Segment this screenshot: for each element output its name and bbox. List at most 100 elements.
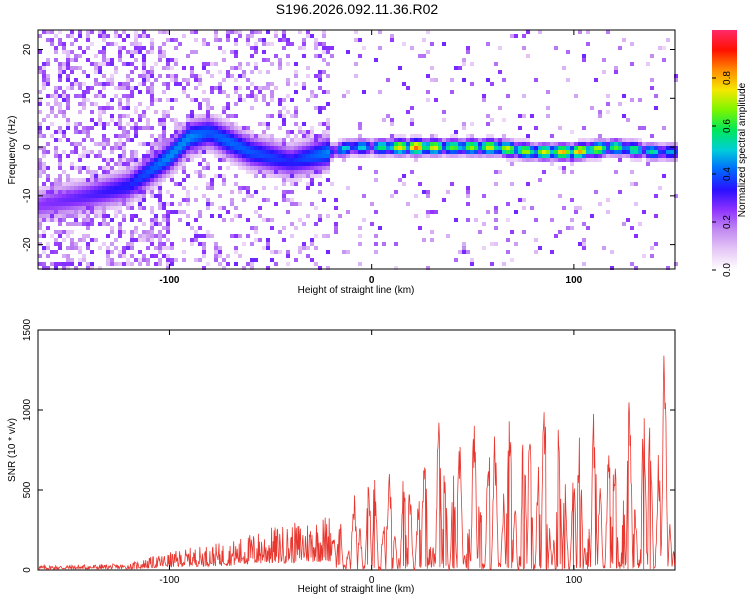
spectrogram-x-label: Height of straight line (km) [298,285,415,296]
spectrogram-cell [94,66,98,70]
spectrogram-cell [266,154,270,158]
spectrogram-cell [138,162,142,166]
spectrogram-cell [58,74,62,78]
spectrogram-cell [46,150,50,154]
spectrogram-cell [510,34,514,38]
spectrogram-cell [122,170,126,174]
spectrogram-cell [90,170,94,174]
spectrogram-cell [606,142,610,146]
spectrogram-cell [82,98,86,102]
spectrogram-cell [314,174,318,178]
spectrogram-cell [630,146,634,150]
spectrogram-cell [106,58,110,62]
spectrogram-cell [162,110,166,114]
spectrogram-cell [638,126,642,130]
spectrogram-cell [278,174,282,178]
spectrogram-cell [86,214,90,218]
spectrogram-cell [534,150,538,154]
spectrogram-cell [78,94,82,98]
spectrogram-cell [194,122,198,126]
snr-y-tick-label: 1000 [22,398,33,421]
spectrogram-cell [158,190,162,194]
spectrogram-cell [138,262,142,266]
spectrogram-cell [658,154,662,158]
spectrogram-cell [418,54,422,58]
spectrogram-cell [58,190,62,194]
spectrogram-cell [586,158,590,162]
spectrogram-cell [158,50,162,54]
spectrogram-cell [262,142,266,146]
spectrogram-cell [562,206,566,210]
spectrogram-cell [58,126,62,130]
spectrogram-cell [130,158,134,162]
spectrogram-cell [494,218,498,222]
spectrogram-cell [270,154,274,158]
spectrogram-cell [650,78,654,82]
spectrogram-cell [118,230,122,234]
spectrogram-cell [430,150,434,154]
spectrogram-cell [474,142,478,146]
spectrogram-cell [42,230,46,234]
spectrogram-cell [550,250,554,254]
spectrogram-cell [422,146,426,150]
spectrogram-cell [494,210,498,214]
spectrogram-cell [294,74,298,78]
spectrogram-cell [130,94,134,98]
spectrogram-cell [138,178,142,182]
spectrogram-cell [278,38,282,42]
spectrogram-cell [650,86,654,90]
spectrogram-cell [390,118,394,122]
spectrogram-cell [142,230,146,234]
spectrogram-cell [134,30,138,34]
spectrogram-cell [134,106,138,110]
spectrogram-cell [94,102,98,106]
spectrogram-cell [38,166,42,170]
spectrogram-cell [130,166,134,170]
spectrogram-cell [630,142,634,146]
spectrogram-cell [162,130,166,134]
spectrogram-cell [382,242,386,246]
spectrogram-cell [138,102,142,106]
spectrogram-cell [206,110,210,114]
spectrogram-cell [150,126,154,130]
spectrogram-cell [38,130,42,134]
spectrogram-cell [194,198,198,202]
spectrogram-cell [490,118,494,122]
spectrogram-cell [394,190,398,194]
spectrogram-cell [294,110,298,114]
spectrogram-cell [290,182,294,186]
spectrogram-cell [202,246,206,250]
spectrogram-cell [198,106,202,110]
spectrogram-cell [54,58,58,62]
spectrogram-cell [142,114,146,118]
spectrogram-cell [146,246,150,250]
spectrogram-cell [326,234,330,238]
spectrogram-cell [266,166,270,170]
spectrogram-cell [126,74,130,78]
spectrogram-cell [306,34,310,38]
spectrogram-cell [342,94,346,98]
spectrogram-cell [446,190,450,194]
spectrogram-cell [242,138,246,142]
spectrogram-cell [626,146,630,150]
spectrogram-cell [150,146,154,150]
spectrogram-cell [558,126,562,130]
spectrogram-cell [302,138,306,142]
spectrogram-cell [406,142,410,146]
spectrogram-cell [294,150,298,154]
spectrogram-cell [570,158,574,162]
spectrogram-cell [194,98,198,102]
spectrogram-cell [202,194,206,198]
spectrogram-cell [262,122,266,126]
spectrogram-cell [98,182,102,186]
spectrogram-cell [314,262,318,266]
spectrogram-cell [274,150,278,154]
spectrogram-cell [138,34,142,38]
spectrogram-cell [182,134,186,138]
spectrogram-cell [578,150,582,154]
spectrogram-cell [146,118,150,122]
spectrogram-cell [118,142,122,146]
spectrogram-cell [354,150,358,154]
spectrogram-cell [178,146,182,150]
spectrogram-cell [318,110,322,114]
